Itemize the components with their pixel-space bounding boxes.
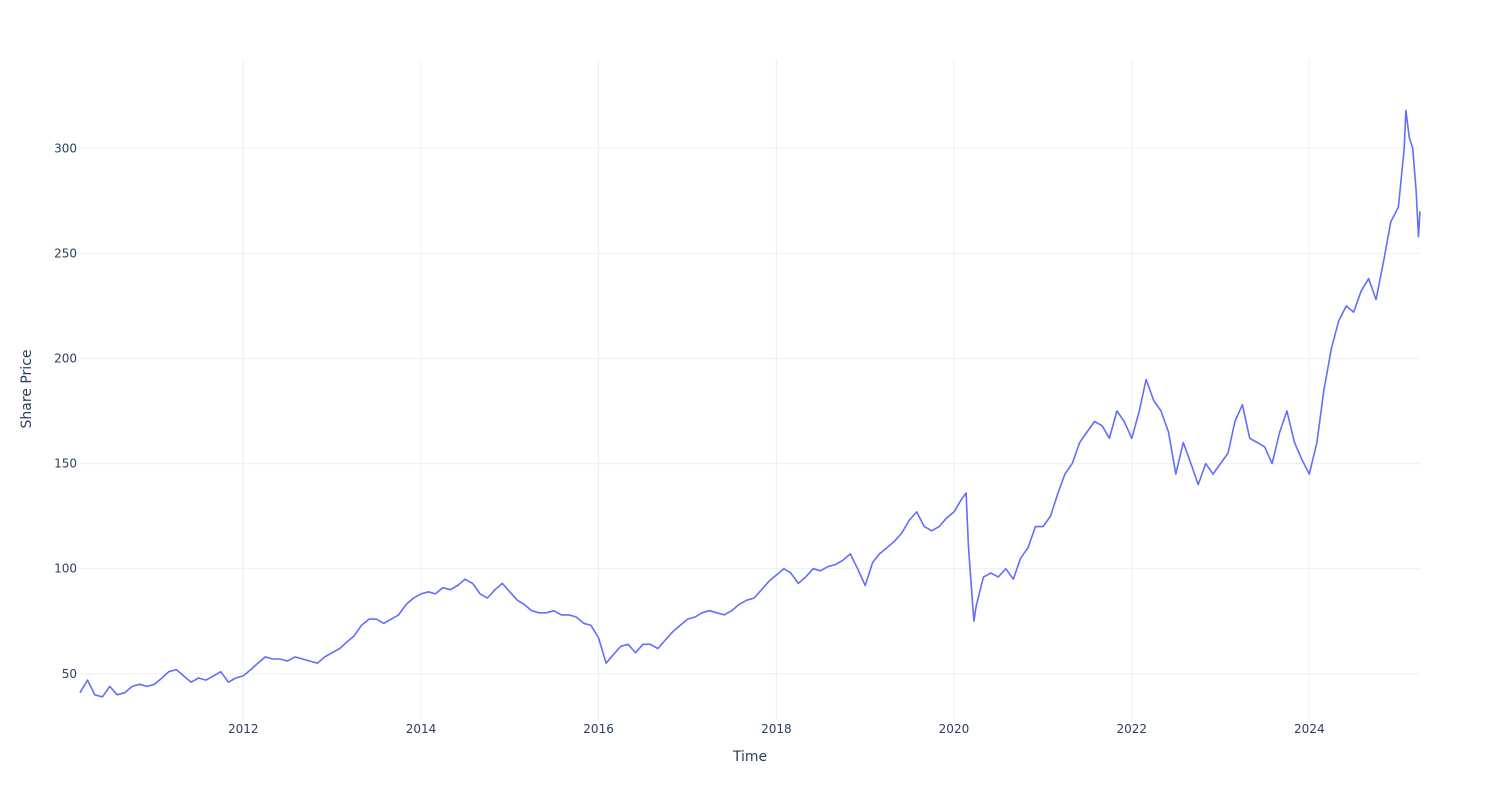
share-price-line [79, 109, 1421, 698]
y-tick-label: 300 [54, 141, 77, 155]
y-tick-labels: 50 100 150 200 250 300 [54, 141, 77, 680]
x-tick-label: 2012 [228, 722, 259, 736]
y-tick-label: 200 [54, 351, 77, 365]
x-gridlines [242, 60, 1310, 720]
x-axis-title: Time [732, 749, 767, 765]
x-tick-label: 2024 [1294, 722, 1325, 736]
x-tick-label: 2016 [583, 722, 614, 736]
y-tick-label: 150 [54, 457, 77, 471]
y-tick-label: 100 [54, 562, 77, 576]
y-tick-label: 50 [62, 667, 77, 681]
y-axis-title: Share Price [19, 349, 35, 428]
x-tick-label: 2018 [761, 722, 792, 736]
x-tick-label: 2020 [939, 722, 970, 736]
series-layer [79, 109, 1421, 698]
y-gridlines [80, 147, 1420, 675]
x-tick-labels: 2012 2014 2016 2018 2020 2022 2024 [228, 722, 1325, 736]
x-tick-label: 2022 [1116, 722, 1147, 736]
x-tick-label: 2014 [406, 722, 437, 736]
y-tick-label: 250 [54, 246, 77, 260]
